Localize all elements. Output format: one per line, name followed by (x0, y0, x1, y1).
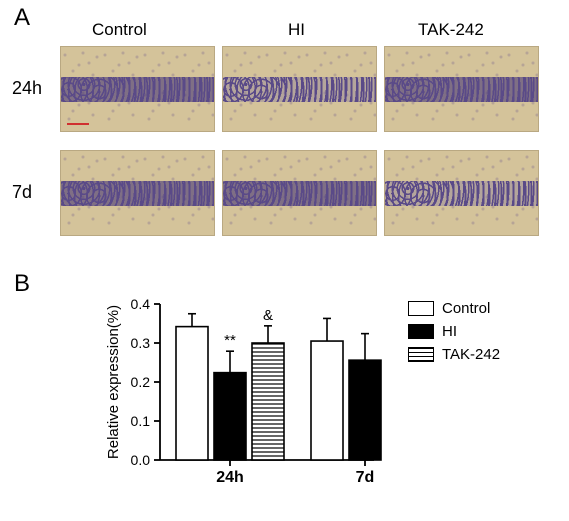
micrograph (384, 150, 539, 236)
row-label-24h: 24h (12, 78, 42, 99)
col-header-control: Control (92, 20, 147, 40)
svg-text:24h: 24h (216, 469, 244, 486)
legend-swatch-tak242 (408, 347, 434, 362)
svg-text:0.2: 0.2 (131, 374, 151, 390)
svg-text:**: ** (224, 332, 236, 349)
chart-legend: Control HI TAK-242 (408, 300, 500, 369)
panel-a-label: A (14, 4, 30, 32)
legend-item-hi: HI (408, 323, 500, 340)
bar-chart: 0.0 0.1 0.2 0.3 0.4 Relative expression(%) 24h… (104, 294, 384, 494)
svg-text:7d: 7d (356, 469, 375, 486)
legend-label-hi: HI (442, 323, 457, 340)
svg-text:0.3: 0.3 (131, 335, 151, 351)
svg-text:0.4: 0.4 (131, 296, 151, 312)
legend-label-tak242: TAK-242 (442, 346, 500, 363)
micrograph (222, 150, 377, 236)
panel-b-label: B (14, 270, 30, 298)
col-header-tak242: TAK-242 (418, 20, 484, 40)
legend-item-control: Control (408, 300, 500, 317)
scale-bar (67, 123, 89, 125)
panel-b: B 0.0 0.1 0.2 0.3 0.4 Relative expression(%) 2… (0, 270, 569, 515)
svg-text:0.1: 0.1 (131, 413, 151, 429)
micrograph (384, 46, 539, 132)
svg-text:&: & (263, 307, 273, 324)
legend-item-tak242: TAK-242 (408, 346, 500, 363)
col-header-hi: HI (288, 20, 305, 40)
legend-swatch-hi (408, 324, 434, 339)
panel-a: A Control HI TAK-242 24h 7d (0, 0, 569, 252)
svg-text:Relative expression(%): Relative expression(%) (105, 305, 122, 459)
legend-label-control: Control (442, 300, 490, 317)
svg-text:0.0: 0.0 (131, 452, 151, 468)
micrograph (60, 150, 215, 236)
row-label-7d: 7d (12, 182, 32, 203)
micrograph (222, 46, 377, 132)
micrograph (60, 46, 215, 132)
legend-swatch-control (408, 301, 434, 316)
